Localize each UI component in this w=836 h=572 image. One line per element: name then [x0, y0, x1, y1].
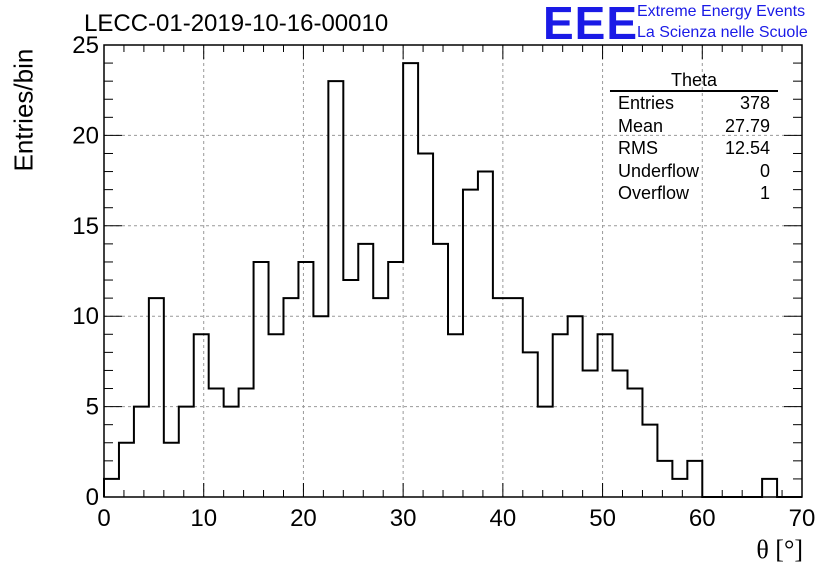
stats-row-overflow: Overflow 1 — [610, 182, 778, 205]
y-tick-label: 0 — [86, 484, 99, 511]
stats-row-rms: RMS 12.54 — [610, 137, 778, 160]
stats-value: 27.79 — [724, 115, 770, 136]
stats-value: 0 — [759, 160, 770, 181]
histogram-bin — [508, 298, 523, 497]
histogram-bin — [254, 262, 269, 497]
stats-row-underflow: Underflow 0 — [610, 160, 778, 183]
stats-label: Entries — [618, 93, 675, 113]
histogram-bin — [553, 334, 568, 497]
histogram-bin — [298, 262, 313, 497]
x-tick-label: 10 — [190, 505, 217, 532]
histogram-bin — [433, 244, 448, 497]
eee-logo: EEE — [543, 0, 639, 49]
histogram-bin — [149, 298, 164, 497]
logo-line-1: Extreme Energy Events — [637, 3, 806, 20]
stats-value: 378 — [739, 93, 770, 113]
histogram-bin — [403, 63, 418, 497]
histogram-bin — [388, 262, 403, 497]
histogram-bin — [283, 298, 298, 497]
y-tick-label: 20 — [72, 122, 99, 149]
histogram-bin — [164, 443, 179, 497]
stats-label: Underflow — [618, 160, 700, 181]
histogram-bin — [478, 172, 493, 497]
stats-label: Mean — [618, 115, 664, 136]
x-tick-label: 30 — [390, 505, 417, 532]
y-axis-label: Entries/bin — [8, 48, 39, 172]
histogram-bin — [418, 153, 433, 497]
histogram-bin — [343, 280, 358, 497]
histogram-bin — [328, 81, 343, 497]
histogram-bin — [463, 190, 478, 497]
histogram-bin — [642, 425, 657, 497]
histogram-bin — [583, 370, 598, 497]
stats-row-mean: Mean 27.79 — [610, 115, 778, 138]
histogram-bin — [657, 461, 672, 497]
histogram-bin — [762, 479, 777, 497]
histogram-bin — [523, 352, 538, 497]
histogram-bin — [598, 334, 613, 497]
histogram-bin — [239, 389, 254, 497]
histogram-bin — [134, 407, 149, 497]
y-tick-label: 5 — [86, 394, 99, 421]
histogram-bin — [358, 244, 373, 497]
histogram-bin — [209, 389, 224, 497]
stats-row-entries: Entries 378 — [610, 92, 778, 115]
y-tick-label: 15 — [72, 213, 99, 240]
y-tick-label: 10 — [72, 303, 99, 330]
histogram-bin — [269, 334, 284, 497]
stats-label: Overflow — [618, 183, 690, 204]
stats-value: 12.54 — [724, 138, 770, 159]
histogram-bin — [613, 370, 628, 497]
x-tick-label: 20 — [290, 505, 317, 532]
histogram-outline — [103, 62, 802, 498]
x-tick-label: 50 — [589, 505, 616, 532]
histogram-bin — [628, 389, 643, 497]
histogram-bin — [538, 407, 553, 497]
histogram-bin — [493, 298, 508, 497]
y-tick-label: 25 — [72, 32, 99, 59]
chart-title: LECC-01-2019-10-16-00010 — [84, 10, 389, 37]
x-tick-label: 60 — [689, 505, 716, 532]
histogram-bin — [687, 461, 702, 497]
histogram-bin — [179, 407, 194, 497]
histogram-bin — [119, 443, 134, 497]
stats-label: RMS — [618, 138, 658, 159]
histogram-bin — [194, 334, 209, 497]
histogram-bin — [448, 334, 463, 497]
stats-value: 1 — [759, 183, 770, 204]
histogram-bin — [672, 479, 687, 497]
plot-frame — [103, 44, 803, 498]
histogram-bin — [373, 298, 388, 497]
logo-line-2: La Scienza nelle Scuole — [637, 24, 808, 41]
x-tick-label: 0 — [97, 505, 110, 532]
x-tick-label: 40 — [490, 505, 517, 532]
histogram-bin — [224, 407, 239, 497]
x-tick-label: 70 — [789, 505, 816, 532]
stats-header: Theta — [610, 70, 778, 92]
x-axis-label: θ [°] — [756, 535, 803, 564]
stats-box: Theta Entries 378 Mean 27.79 RMS 12.54 U… — [610, 70, 778, 205]
histogram-bin — [104, 479, 119, 497]
